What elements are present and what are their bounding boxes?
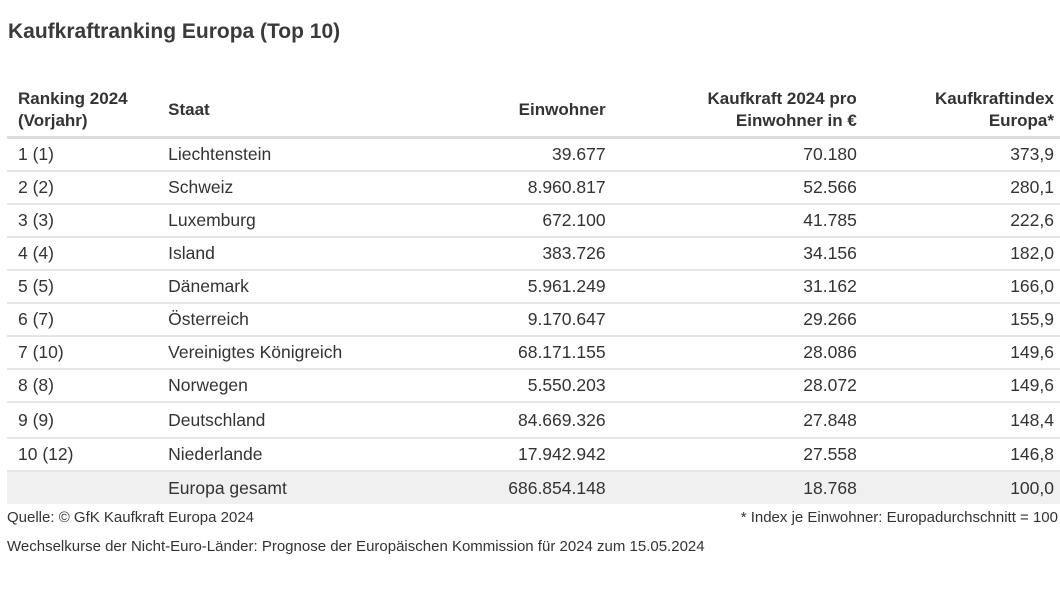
cell-state: Luxemburg — [168, 204, 392, 238]
index-footnote: * Index je Einwohner: Europadurchschnitt… — [740, 509, 1058, 526]
cell-population: 672.100 — [391, 204, 606, 238]
cell-kaufkraft: 28.072 — [605, 369, 857, 403]
header-row: Ranking 2024 (Vorjahr) Staat Einwohner K… — [7, 84, 1060, 139]
cell-kaufkraft: 29.266 — [605, 303, 857, 337]
table-row: 4 (4) Island 383.726 34.156 182,0 — [7, 237, 1060, 271]
exchange-rate-note: Wechselkurse der Nicht-Euro-Länder: Prog… — [7, 538, 705, 555]
header-kaufkraft: Kaufkraft 2024 pro Einwohner in € — [605, 84, 857, 139]
header-index-line1: Kaufkraftindex — [934, 89, 1054, 108]
cell-kaufkraft: 27.848 — [605, 402, 857, 439]
cell-state: Schweiz — [168, 171, 392, 205]
header-ranking-line1: Ranking 2024 — [18, 89, 128, 108]
cell-kaufkraft: 31.162 — [605, 270, 857, 304]
cell-rank: 4 (4) — [7, 237, 169, 271]
source-note: Quelle: © GfK Kaufkraft Europa 2024 — [7, 509, 255, 526]
cell-index: 166,0 — [856, 270, 1060, 304]
cell-rank: 8 (8) — [7, 369, 169, 403]
cell-population: 84.669.326 — [391, 402, 606, 439]
cell-rank: 7 (10) — [7, 336, 169, 370]
cell-state: Österreich — [168, 303, 392, 337]
cell-state: Vereinigtes Königreich — [168, 336, 392, 370]
cell-rank — [7, 471, 169, 504]
cell-state: Norwegen — [168, 369, 392, 403]
cell-state: Europa gesamt — [168, 471, 392, 504]
header-staat: Staat — [168, 84, 392, 139]
kaufkraft-table: Ranking 2024 (Vorjahr) Staat Einwohner K… — [7, 84, 1060, 504]
header-ranking-line2: (Vorjahr) — [18, 111, 88, 130]
header-kaufkraft-line1: Kaufkraft 2024 pro — [707, 89, 857, 108]
table-row: 10 (12) Niederlande 17.942.942 27.558 14… — [7, 438, 1060, 472]
cell-kaufkraft: 27.558 — [605, 438, 857, 472]
cell-kaufkraft: 52.566 — [605, 171, 857, 205]
cell-index: 280,1 — [856, 171, 1060, 205]
cell-rank: 10 (12) — [7, 438, 169, 472]
page-title: Kaufkraftranking Europa (Top 10) — [8, 20, 341, 43]
table-row: 9 (9) Deutschland 84.669.326 27.848 148,… — [7, 402, 1060, 439]
table-row: 8 (8) Norwegen 5.550.203 28.072 149,6 — [7, 369, 1060, 403]
cell-population: 39.677 — [391, 137, 606, 172]
cell-index: 182,0 — [856, 237, 1060, 271]
cell-index: 149,6 — [856, 369, 1060, 403]
cell-rank: 6 (7) — [7, 303, 169, 337]
cell-state: Liechtenstein — [168, 137, 392, 172]
cell-population: 68.171.155 — [391, 336, 606, 370]
cell-rank: 2 (2) — [7, 171, 169, 205]
cell-population: 5.550.203 — [391, 369, 606, 403]
cell-kaufkraft: 41.785 — [605, 204, 857, 238]
cell-population: 9.170.647 — [391, 303, 606, 337]
header-index: Kaufkraftindex Europa* — [856, 84, 1060, 139]
cell-population: 686.854.148 — [391, 471, 606, 504]
table-row: 2 (2) Schweiz 8.960.817 52.566 280,1 — [7, 171, 1060, 205]
cell-kaufkraft: 34.156 — [605, 237, 857, 271]
table-row: 1 (1) Liechtenstein 39.677 70.180 373,9 — [7, 137, 1060, 172]
cell-index: 100,0 — [856, 471, 1060, 504]
cell-index: 148,4 — [856, 402, 1060, 439]
table-row: 5 (5) Dänemark 5.961.249 31.162 166,0 — [7, 270, 1060, 304]
cell-rank: 5 (5) — [7, 270, 169, 304]
cell-index: 222,6 — [856, 204, 1060, 238]
header-einwohner: Einwohner — [391, 84, 606, 139]
table-row: 7 (10) Vereinigtes Königreich 68.171.155… — [7, 336, 1060, 370]
table-body: 1 (1) Liechtenstein 39.677 70.180 373,9 … — [7, 137, 1060, 504]
header-ranking: Ranking 2024 (Vorjahr) — [7, 84, 169, 139]
cell-index: 373,9 — [856, 137, 1060, 172]
table-row: 3 (3) Luxemburg 672.100 41.785 222,6 — [7, 204, 1060, 238]
cell-state: Niederlande — [168, 438, 392, 472]
cell-population: 5.961.249 — [391, 270, 606, 304]
cell-rank: 3 (3) — [7, 204, 169, 238]
cell-population: 8.960.817 — [391, 171, 606, 205]
total-row: Europa gesamt 686.854.148 18.768 100,0 — [7, 471, 1060, 504]
cell-state: Deutschland — [168, 402, 392, 439]
cell-rank: 9 (9) — [7, 402, 169, 439]
table-row: 6 (7) Österreich 9.170.647 29.266 155,9 — [7, 303, 1060, 337]
cell-state: Dänemark — [168, 270, 392, 304]
cell-population: 17.942.942 — [391, 438, 606, 472]
cell-kaufkraft: 70.180 — [605, 137, 857, 172]
cell-index: 149,6 — [856, 336, 1060, 370]
cell-population: 383.726 — [391, 237, 606, 271]
cell-index: 155,9 — [856, 303, 1060, 337]
cell-kaufkraft: 18.768 — [605, 471, 857, 504]
header-index-line2: Europa* — [988, 111, 1054, 130]
table-header: Ranking 2024 (Vorjahr) Staat Einwohner K… — [7, 84, 1060, 139]
cell-index: 146,8 — [856, 438, 1060, 472]
cell-kaufkraft: 28.086 — [605, 336, 857, 370]
cell-state: Island — [168, 237, 392, 271]
cell-rank: 1 (1) — [7, 137, 169, 172]
header-kaufkraft-line2: Einwohner in € — [735, 111, 857, 130]
